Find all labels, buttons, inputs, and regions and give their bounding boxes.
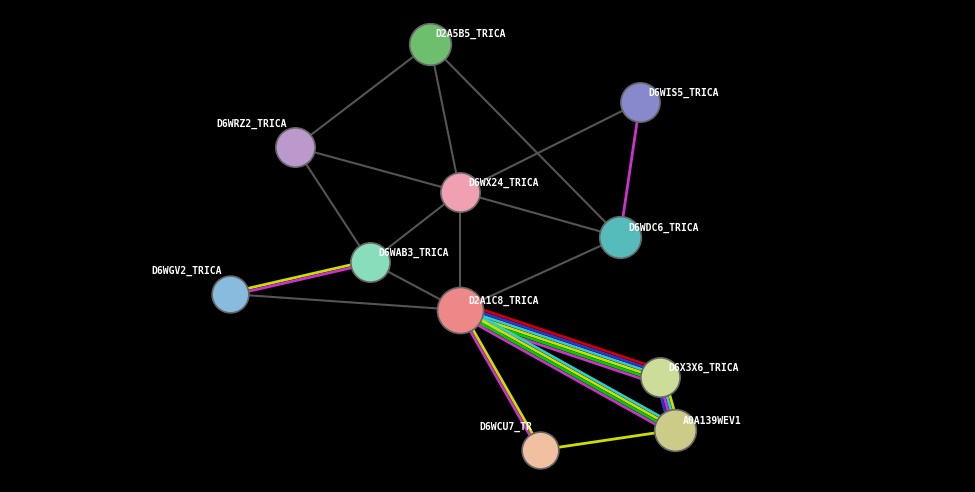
Text: A0A139WEV1: A0A139WEV1 (683, 416, 742, 426)
Text: D2A1C8_TRICA: D2A1C8_TRICA (468, 296, 538, 306)
Point (362, 258, 377, 266)
Text: D6WDC6_TRICA: D6WDC6_TRICA (628, 223, 698, 233)
Point (452, 306, 468, 314)
Point (222, 290, 238, 298)
Point (632, 98, 647, 106)
Point (422, 40, 438, 48)
Text: D6WX24_TRICA: D6WX24_TRICA (468, 178, 538, 188)
Text: D6X3X6_TRICA: D6X3X6_TRICA (668, 363, 738, 373)
Point (532, 446, 548, 454)
Text: D2A5B5_TRICA: D2A5B5_TRICA (435, 29, 505, 39)
Text: D6WCU7_TR: D6WCU7_TR (479, 422, 532, 432)
Text: D6WIS5_TRICA: D6WIS5_TRICA (648, 88, 719, 98)
Text: D6WAB3_TRICA: D6WAB3_TRICA (378, 248, 448, 258)
Text: D6WRZ2_TRICA: D6WRZ2_TRICA (216, 119, 287, 129)
Point (612, 233, 628, 241)
Point (667, 426, 682, 434)
Point (652, 373, 668, 381)
Point (452, 188, 468, 196)
Point (288, 143, 303, 151)
Text: D6WGV2_TRICA: D6WGV2_TRICA (151, 266, 222, 276)
